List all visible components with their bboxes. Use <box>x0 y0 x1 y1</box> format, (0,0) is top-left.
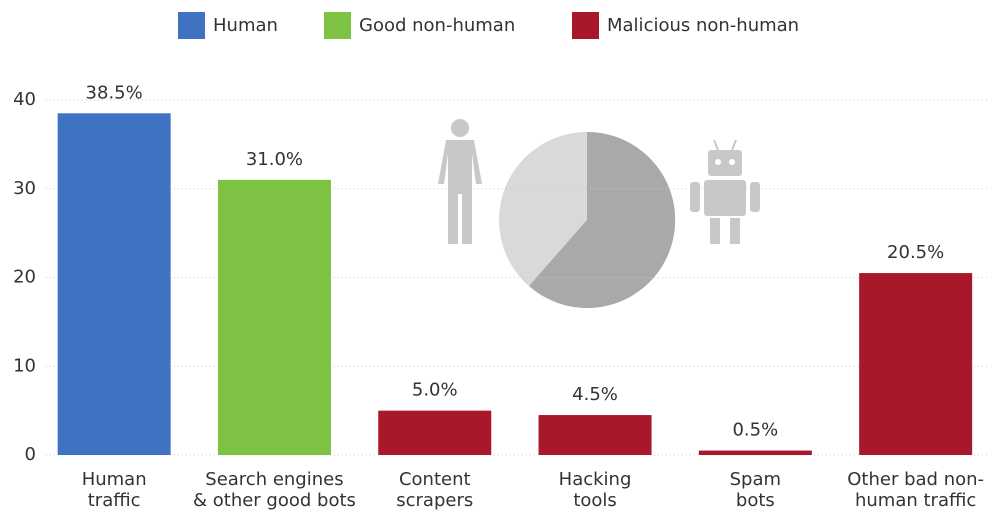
x-tick-label: human traffic <box>855 490 976 511</box>
legend-swatch <box>178 12 205 39</box>
legend-label: Malicious non-human <box>607 15 799 36</box>
legend-swatch <box>572 12 599 39</box>
x-tick-label: traffic <box>88 490 141 511</box>
value-label: 4.5% <box>572 384 618 405</box>
x-tick-label: scrapers <box>396 490 473 511</box>
y-tick-label: 0 <box>25 444 36 465</box>
value-label: 31.0% <box>246 149 303 170</box>
bar <box>217 179 331 455</box>
legend-label: Good non-human <box>359 15 515 36</box>
bar <box>538 415 652 455</box>
x-tick-label: Hacking <box>559 469 632 490</box>
x-tick-label: bots <box>736 490 775 511</box>
value-label: 5.0% <box>412 380 458 401</box>
x-tick-label: Other bad non- <box>847 469 984 490</box>
y-tick-label: 10 <box>13 355 36 376</box>
x-tick-label: & other good bots <box>193 490 356 511</box>
value-label: 20.5% <box>887 242 944 263</box>
y-tick-label: 40 <box>13 89 36 110</box>
x-tick-label: tools <box>573 490 616 511</box>
x-tick-label: Spam <box>730 469 781 490</box>
x-tick-label: Human <box>82 469 147 490</box>
x-tick-label: Content <box>399 469 471 490</box>
bar <box>378 410 492 455</box>
legend-swatch <box>324 12 351 39</box>
value-label: 38.5% <box>86 82 143 103</box>
bar <box>698 450 812 455</box>
y-tick-label: 20 <box>13 267 36 288</box>
y-tick-label: 30 <box>13 178 36 199</box>
x-tick-label: Search engines <box>205 469 343 490</box>
value-label: 0.5% <box>732 420 778 441</box>
bar <box>57 113 171 455</box>
legend-label: Human <box>213 15 278 36</box>
bar <box>859 273 973 455</box>
decoration <box>438 119 760 308</box>
